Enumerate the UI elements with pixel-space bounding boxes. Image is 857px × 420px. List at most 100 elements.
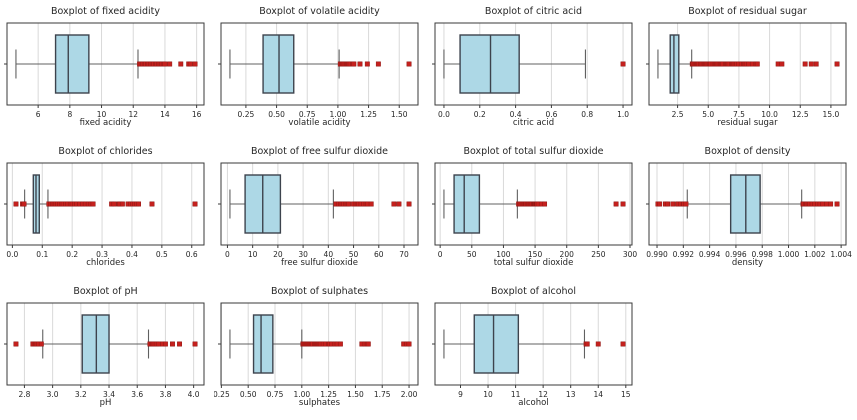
outlier-marker [13, 341, 19, 347]
outlier-marker [813, 61, 819, 67]
x-axis-label: citric acid [512, 118, 555, 128]
x-axis-label: total sulfur dioxide [493, 258, 574, 268]
x-tick-label: 0.3 [96, 250, 108, 259]
x-axis-label: density [731, 258, 764, 268]
x-tick-label: 1.00 [330, 110, 347, 119]
x-tick-label: 1.25 [360, 110, 377, 119]
x-tick-label: 15 [621, 390, 631, 399]
outlier-marker [595, 341, 601, 347]
x-tick-label: 0 [438, 250, 443, 259]
outlier-marker [162, 341, 168, 347]
boxplot-canvas: 2.8 3.0 3.2 3.4 3.6 3.8 4.0 [4, 302, 205, 399]
outlier-marker [364, 61, 370, 67]
outlier-marker [834, 201, 840, 207]
outlier-marker [834, 61, 840, 67]
x-axis-label: sulphates [298, 398, 341, 408]
x-tick-label: 10 [248, 250, 258, 259]
x-tick-label: 12 [538, 390, 548, 399]
boxplot-canvas: 0.0 0.2 0.4 0.6 0.8 1.0 [432, 22, 633, 119]
x-tick-label: 0.50 [268, 110, 285, 119]
boxplot-canvas: 0.0 0.1 0.2 0.3 0.4 0.5 0.6 [4, 162, 205, 259]
x-tick-label: 1.50 [347, 390, 364, 399]
outlier-marker [170, 341, 175, 347]
x-tick-label: 2.00 [401, 390, 418, 399]
outlier-marker [167, 61, 173, 67]
x-tick-label: 1.75 [374, 390, 391, 399]
outlier-marker [192, 201, 198, 207]
x-tick-label: 1.004 [830, 250, 852, 259]
x-tick-label: 0.25 [238, 110, 255, 119]
outlier-marker [177, 341, 182, 347]
x-axis-label: residual sugar [717, 118, 778, 128]
outlier-marker [375, 61, 381, 67]
outlier-marker [683, 201, 689, 207]
outlier-marker [149, 201, 155, 207]
x-tick-label: 1.50 [391, 110, 408, 119]
x-axis-label: chlorides [86, 258, 125, 268]
boxplot-canvas: 0 10 20 30 40 50 60 70 [218, 162, 419, 259]
subplot-title: Boxplot of volatile acidity [259, 6, 380, 17]
x-tick-label: 14 [160, 110, 170, 119]
x-tick-label: 30 [298, 250, 308, 259]
outlier-marker [155, 341, 161, 347]
outlier-marker [779, 61, 785, 67]
outlier-marker [391, 201, 397, 207]
subplot-title: Boxplot of total sulfur dioxide [463, 146, 604, 157]
subplot-title: Boxplot of free sulfur dioxide [250, 146, 389, 157]
outlier-marker [346, 201, 351, 207]
subplot-title: Boxplot of pH [73, 286, 138, 297]
x-tick-label: 100 [496, 250, 511, 259]
x-tick-label: 7.5 [733, 110, 745, 119]
outlier-marker [406, 201, 412, 207]
outlier-marker [187, 61, 193, 67]
x-tick-label: 0.998 [751, 250, 773, 259]
x-tick-label: 12 [128, 110, 138, 119]
x-tick-label: 0.75 [299, 110, 316, 119]
subplot-title: Boxplot of sulphates [270, 286, 369, 297]
x-tick-label: 1.25 [320, 390, 337, 399]
outlier-marker [542, 201, 548, 207]
x-tick-label: 1.0 [617, 110, 629, 119]
x-tick-label: 0.0 [438, 110, 450, 119]
subplot-free-sulfur-dioxide: Boxplot of free sulfur dioxide 0 10 20 30 40 5… [214, 140, 428, 280]
subplot-title: Boxplot of density [704, 146, 791, 157]
x-tick-label: 0.1 [36, 250, 48, 259]
outlier-marker [620, 201, 626, 207]
x-tick-label: 3.4 [103, 390, 115, 399]
outlier-marker [613, 201, 619, 207]
x-tick-label: 40 [324, 250, 334, 259]
x-tick-label: 10 [97, 110, 107, 119]
outlier-marker [620, 341, 626, 347]
empty-cell [642, 280, 857, 420]
outlier-marker [90, 201, 96, 207]
outlier-marker [38, 341, 44, 347]
outlier-marker [754, 61, 760, 67]
outlier-marker [365, 341, 371, 347]
outlier-marker [351, 61, 357, 67]
outlier-marker [368, 201, 374, 207]
x-tick-label: 0.6 [545, 110, 557, 119]
outlier-marker [192, 61, 198, 67]
outlier-marker [406, 61, 412, 67]
x-tick-label: 250 [591, 250, 606, 259]
subplot-title: Boxplot of fixed acidity [51, 6, 160, 17]
x-tick-label: 0.25 [214, 390, 230, 399]
outlier-marker [357, 61, 363, 67]
outlier-marker [192, 341, 198, 347]
boxplot-canvas: 6 8 10 12 14 16 [4, 22, 205, 119]
x-tick-label: 200 [560, 250, 575, 259]
x-tick-label: 60 [374, 250, 384, 259]
outlier-marker [584, 341, 590, 347]
x-tick-label: 8 [67, 110, 72, 119]
outlier-marker [119, 201, 125, 207]
boxplot-canvas: 0.25 0.50 0.75 1.00 1.25 1.50 1.75 2.00 [214, 302, 419, 399]
x-tick-label: 70 [399, 250, 409, 259]
x-tick-label: 0.992 [673, 250, 695, 259]
subplot-ph: Boxplot of pH 2.8 3.0 3.2 3.4 3.6 3.8 4.0 pH [0, 280, 214, 420]
x-tick-label: 50 [349, 250, 359, 259]
x-tick-label: 2.5 [672, 110, 684, 119]
x-tick-label: 3.0 [47, 390, 59, 399]
boxplot-canvas: 0 50 100 150 200 250 300 [432, 162, 637, 259]
x-tick-label: 13 [566, 390, 576, 399]
x-axis-label: free sulfur dioxide [281, 258, 358, 268]
